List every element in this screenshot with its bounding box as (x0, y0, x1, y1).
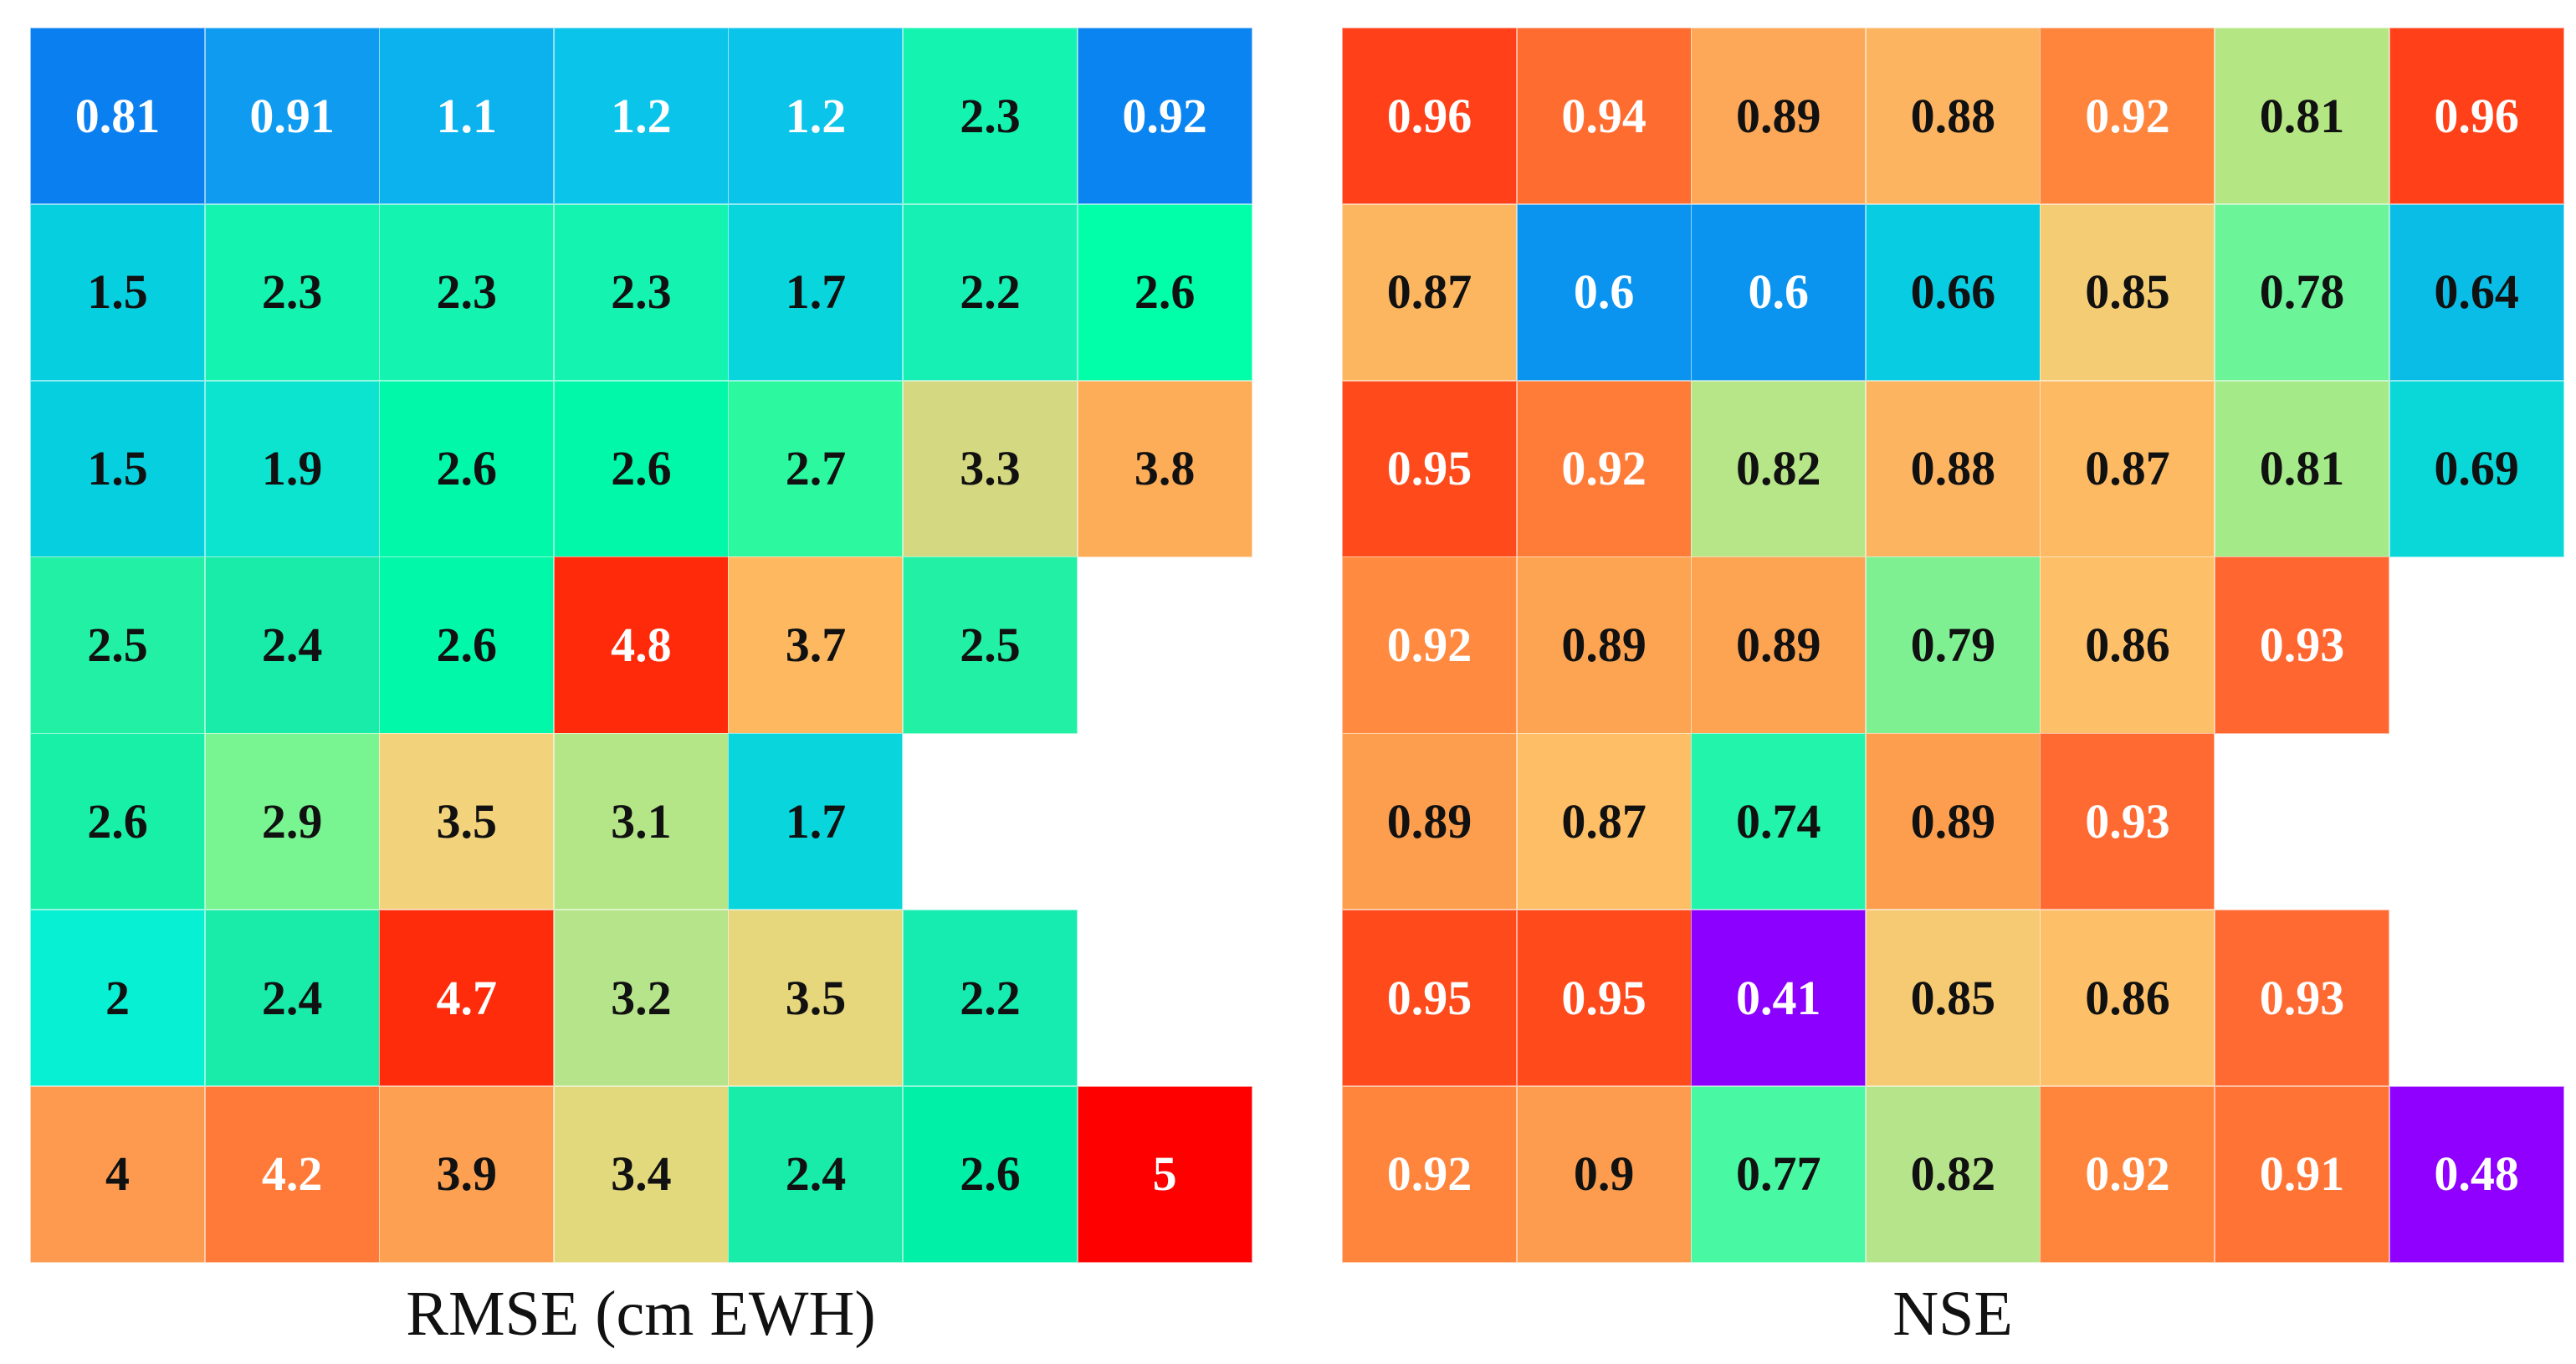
rmse-cell-r4-c2: 2.4 (204, 556, 380, 734)
nse-cell-r1-c1: 0.96 (1342, 28, 1518, 205)
rmse-cell-r1-c1: 0.81 (30, 28, 206, 205)
nse-cell-r3-c3: 0.82 (1691, 380, 1867, 557)
nse-cell-r4-c5: 0.86 (2040, 556, 2215, 734)
rmse-cell-r3-c5: 2.7 (728, 380, 904, 557)
rmse-cell-r7-c5: 2.4 (728, 1085, 904, 1264)
rmse-cell-r6-c4: 3.2 (553, 910, 729, 1087)
nse-cell-r6-c4: 0.85 (1865, 910, 2041, 1087)
nse-cell-r6-c3: 0.41 (1691, 910, 1867, 1087)
rmse-cell-r5-c4: 3.1 (553, 733, 729, 910)
nse-cell-r1-c2: 0.94 (1516, 28, 1692, 205)
nse-cell-r1-c7: 0.96 (2389, 28, 2564, 205)
rmse-cell-r4-c3: 2.6 (379, 556, 555, 734)
nse-cell-r6-c6: 0.93 (2215, 910, 2390, 1087)
rmse-cell-r4-c6: 2.5 (903, 556, 1078, 734)
rmse-cell-r3-c1: 1.5 (30, 380, 206, 557)
nse-cell-r6-c1: 0.95 (1342, 910, 1518, 1087)
rmse-cell-r7-c7: 5 (1077, 1085, 1252, 1264)
rmse-cell-r1-c7: 0.92 (1077, 28, 1252, 205)
nse-cell-r6-c5: 0.86 (2040, 910, 2215, 1087)
nse-cell-r2-c2: 0.6 (1516, 203, 1692, 382)
rmse-cell-r6-c5: 3.5 (728, 910, 904, 1087)
rmse-cell-r3-c6: 3.3 (903, 380, 1078, 557)
nse-chart-title: NSE (1892, 1278, 2013, 1349)
nse-cell-r1-c6: 0.81 (2215, 28, 2390, 205)
rmse-cell-r3-c3: 2.6 (379, 380, 555, 557)
nse-cell-r7-c5: 0.92 (2040, 1085, 2215, 1264)
rmse-chart-title: RMSE (cm EWH) (406, 1278, 876, 1349)
nse-cell-r3-c7: 0.69 (2389, 380, 2564, 557)
nse-cell-r5-c4: 0.89 (1865, 733, 2041, 910)
rmse-cell-r5-c2: 2.9 (204, 733, 380, 910)
nse-cell-r4-c6: 0.93 (2215, 556, 2390, 734)
nse-cell-r4-c1: 0.92 (1342, 556, 1518, 734)
nse-cell-r3-c4: 0.88 (1865, 380, 2041, 557)
nse-cell-r3-c1: 0.95 (1342, 380, 1518, 557)
rmse-cell-r2-c6: 2.2 (903, 203, 1078, 382)
rmse-cell-r2-c3: 2.3 (379, 203, 555, 382)
nse-cell-r5-c1: 0.89 (1342, 733, 1518, 910)
nse-cell-r7-c4: 0.82 (1865, 1085, 2041, 1264)
rmse-cell-r4-c4: 4.8 (553, 556, 729, 734)
rmse-cell-r6-c3: 4.7 (379, 910, 555, 1087)
nse-cell-r7-c1: 0.92 (1342, 1085, 1518, 1264)
nse-cell-r4-c2: 0.89 (1516, 556, 1692, 734)
rmse-cell-r6-c2: 2.4 (204, 910, 380, 1087)
rmse-cell-r3-c2: 1.9 (204, 380, 380, 557)
nse-cell-r4-c4: 0.79 (1865, 556, 2041, 734)
rmse-cell-r1-c2: 0.91 (204, 28, 380, 205)
nse-cell-r4-c3: 0.89 (1691, 556, 1867, 734)
nse-cell-r1-c4: 0.88 (1865, 28, 2041, 205)
rmse-cell-r1-c6: 2.3 (903, 28, 1078, 205)
nse-cell-r1-c3: 0.89 (1691, 28, 1867, 205)
rmse-cell-r2-c4: 2.3 (553, 203, 729, 382)
rmse-cell-r2-c7: 2.6 (1077, 203, 1252, 382)
nse-cell-r3-c5: 0.87 (2040, 380, 2215, 557)
nse-cell-r6-c2: 0.95 (1516, 910, 1692, 1087)
rmse-cell-r1-c3: 1.1 (379, 28, 555, 205)
rmse-cell-r7-c4: 3.4 (553, 1085, 729, 1264)
nse-cell-r3-c6: 0.81 (2215, 380, 2390, 557)
nse-cell-r2-c5: 0.85 (2040, 203, 2215, 382)
nse-cell-r5-c2: 0.87 (1516, 733, 1692, 910)
rmse-cell-r5-c3: 3.5 (379, 733, 555, 910)
nse-cell-r2-c3: 0.6 (1691, 203, 1867, 382)
nse-cell-r7-c2: 0.9 (1516, 1085, 1692, 1264)
rmse-cell-r2-c1: 1.5 (30, 203, 206, 382)
rmse-cell-r4-c1: 2.5 (30, 556, 206, 734)
rmse-cell-r5-c1: 2.6 (30, 733, 206, 910)
rmse-cell-r6-c1: 2 (30, 910, 206, 1087)
rmse-cell-r5-c5: 1.7 (728, 733, 904, 910)
rmse-cell-r1-c4: 1.2 (553, 28, 729, 205)
nse-cell-r5-c3: 0.74 (1691, 733, 1867, 910)
rmse-cell-r7-c1: 4 (30, 1085, 206, 1264)
nse-cell-r7-c3: 0.77 (1691, 1085, 1867, 1264)
rmse-cell-r7-c2: 4.2 (204, 1085, 380, 1264)
nse-cell-r2-c7: 0.64 (2389, 203, 2564, 382)
rmse-cell-r7-c3: 3.9 (379, 1085, 555, 1264)
rmse-cell-r2-c2: 2.3 (204, 203, 380, 382)
rmse-cell-r3-c7: 3.8 (1077, 380, 1252, 557)
rmse-cell-r6-c6: 2.2 (903, 910, 1078, 1087)
nse-cell-r2-c4: 0.66 (1865, 203, 2041, 382)
nse-cell-r3-c2: 0.92 (1516, 380, 1692, 557)
rmse-cell-r3-c4: 2.6 (553, 380, 729, 557)
nse-cell-r7-c6: 0.91 (2215, 1085, 2390, 1264)
nse-cell-r1-c5: 0.92 (2040, 28, 2215, 205)
nse-cell-r5-c5: 0.93 (2040, 733, 2215, 910)
rmse-cell-r7-c6: 2.6 (903, 1085, 1078, 1264)
rmse-cell-r1-c5: 1.2 (728, 28, 904, 205)
rmse-cell-r4-c5: 3.7 (728, 556, 904, 734)
nse-cell-r7-c7: 0.48 (2389, 1085, 2564, 1264)
nse-cell-r2-c6: 0.78 (2215, 203, 2390, 382)
nse-cell-r2-c1: 0.87 (1342, 203, 1518, 382)
rmse-cell-r2-c5: 1.7 (728, 203, 904, 382)
